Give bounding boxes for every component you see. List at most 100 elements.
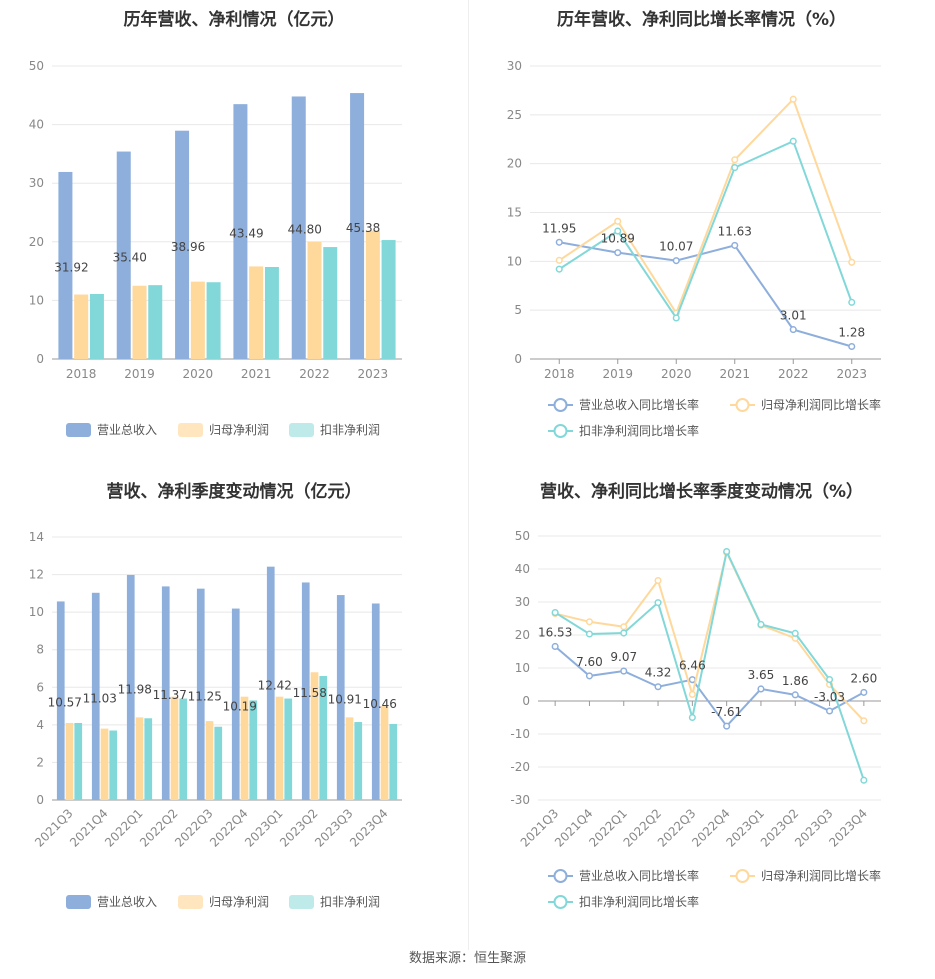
- data-label: 11.98: [118, 682, 152, 696]
- line-point: [620, 623, 628, 631]
- line-point: [620, 667, 628, 675]
- bar-net-profit: [365, 230, 380, 359]
- legend-swatch-marker: [735, 869, 750, 883]
- legend-label: 归母净利润同比增长率: [761, 397, 881, 412]
- x-tick-label: 2019: [602, 367, 633, 381]
- line-point: [672, 314, 680, 322]
- bar-revenue: [175, 130, 190, 359]
- bar-revenue: [56, 601, 65, 800]
- legend-label: 归母净利润: [209, 423, 269, 437]
- data-label: 11.25: [188, 689, 222, 703]
- line-point: [848, 298, 856, 306]
- data-source-note: 数据来源：恒生聚源: [408, 951, 526, 966]
- data-label: 10.89: [601, 232, 635, 246]
- bar-net-profit: [65, 722, 74, 800]
- line-point: [731, 156, 739, 164]
- line-deducted-profit-growth: [558, 139, 853, 321]
- data-label: 11.03: [83, 691, 117, 705]
- panel-divider: [468, 0, 469, 950]
- legend-swatch-marker: [553, 895, 568, 909]
- legend-swatch: [66, 423, 91, 437]
- legend-label: 归母净利润: [209, 895, 269, 909]
- y-tick-label: 30: [507, 59, 522, 73]
- bar-net-profit: [132, 285, 147, 359]
- data-label: 44.80: [288, 223, 322, 237]
- y-tick-label: 5: [514, 303, 522, 317]
- annual-growth-chart: 0 5 10 15 20 25 30 2018 2019 2020 2021 2022 2023 11.9…: [507, 59, 881, 438]
- bar-deducted-profit: [206, 282, 221, 359]
- line-point: [585, 618, 593, 626]
- bar-deducted-profit: [144, 718, 153, 800]
- legend-label: 扣非净利润同比增长率: [579, 423, 699, 438]
- x-tick-label: 2018: [66, 367, 97, 381]
- y-tick-label: 20: [29, 235, 44, 249]
- bar-revenue: [116, 151, 131, 359]
- data-label: 12.42: [258, 678, 292, 692]
- legend-swatch: [289, 423, 314, 437]
- annual-growth-panel: 历年营收、净利同比增长率情况（%） 0 5 10 15 20 25 30 2018 2019 20…: [468, 0, 935, 470]
- data-label: 11.37: [153, 688, 187, 702]
- y-tick-label: 6: [36, 680, 44, 694]
- legend-label: 营业总收入: [97, 895, 157, 909]
- chart-title: 历年营收、净利情况（亿元）: [123, 10, 345, 30]
- y-tick-label: 15: [507, 206, 522, 220]
- y-tick-label: 30: [515, 595, 530, 609]
- line-point: [555, 256, 563, 264]
- x-tick-label: 2021: [241, 367, 272, 381]
- data-label: 1.86: [782, 674, 809, 688]
- y-tick-label: 10: [29, 605, 44, 619]
- line-point: [731, 241, 739, 249]
- bar-net-profit: [190, 281, 205, 359]
- bar-net-profit: [345, 717, 354, 800]
- y-tick-label: 0: [36, 793, 44, 807]
- y-tick-label: 20: [515, 628, 530, 642]
- bar-deducted-profit: [354, 722, 363, 800]
- bar-net-profit: [249, 266, 264, 359]
- annual-amount-chart: 0 10 20 30 40 50 2018 2019 2020 2021 2022 2023 31.92…: [29, 59, 402, 437]
- data-label: 38.96: [171, 240, 205, 254]
- bar-deducted-profit: [319, 676, 328, 800]
- x-tick-label: 2022: [299, 367, 330, 381]
- data-label: 4.32: [645, 666, 672, 680]
- chart-title: 历年营收、净利同比增长率情况（%）: [556, 10, 847, 30]
- data-label: 3.01: [780, 309, 807, 323]
- bar-revenue: [161, 586, 170, 800]
- line-point: [731, 164, 739, 172]
- y-tick-label: 30: [29, 176, 44, 190]
- line-point: [860, 776, 868, 784]
- y-tick-label: 0: [514, 352, 522, 366]
- y-tick-label: 0: [36, 352, 44, 366]
- data-label: 10.19: [223, 699, 257, 713]
- x-tick-label: 2020: [661, 367, 692, 381]
- bar-deducted-profit: [249, 700, 258, 800]
- line-point: [723, 547, 731, 556]
- y-tick-label: 50: [29, 59, 44, 73]
- legend-swatch-marker: [735, 398, 750, 412]
- quarterly-amount-panel: 营收、净利季度变动情况（亿元） 0 2 4 6 8 10 12 14 2021Q3 2021Q4 2…: [0, 470, 468, 940]
- line-point: [848, 342, 856, 351]
- bar-revenue: [58, 171, 73, 359]
- legend-swatch: [66, 895, 91, 909]
- line-point: [551, 609, 559, 617]
- x-tick-label: 2018: [544, 367, 575, 381]
- y-tick-label: 10: [29, 293, 44, 307]
- legend-label: 归母净利润同比增长率: [761, 868, 881, 883]
- line-point: [789, 137, 797, 145]
- x-tick-label: 2021: [719, 367, 750, 381]
- bar-revenue: [350, 93, 365, 360]
- bar-revenue: [266, 566, 275, 800]
- bar-revenue: [301, 582, 310, 800]
- bar-net-profit: [275, 696, 284, 800]
- data-label: 43.49: [229, 227, 263, 241]
- line-net-profit-growth: [554, 549, 865, 722]
- data-label: 16.53: [538, 625, 572, 639]
- annual-amount-panel: 历年营收、净利情况（亿元） 0 10 20 30 40 50 2018 2019 2020 202…: [0, 0, 468, 470]
- line-point: [614, 249, 622, 257]
- bar-deducted-profit: [214, 726, 223, 800]
- line-point: [757, 620, 765, 628]
- data-label: 10.57: [48, 696, 82, 710]
- bar-deducted-profit: [389, 723, 398, 800]
- data-label: 10.46: [363, 697, 397, 711]
- bar-deducted-profit: [264, 266, 279, 359]
- line-deducted-profit-growth: [554, 548, 865, 781]
